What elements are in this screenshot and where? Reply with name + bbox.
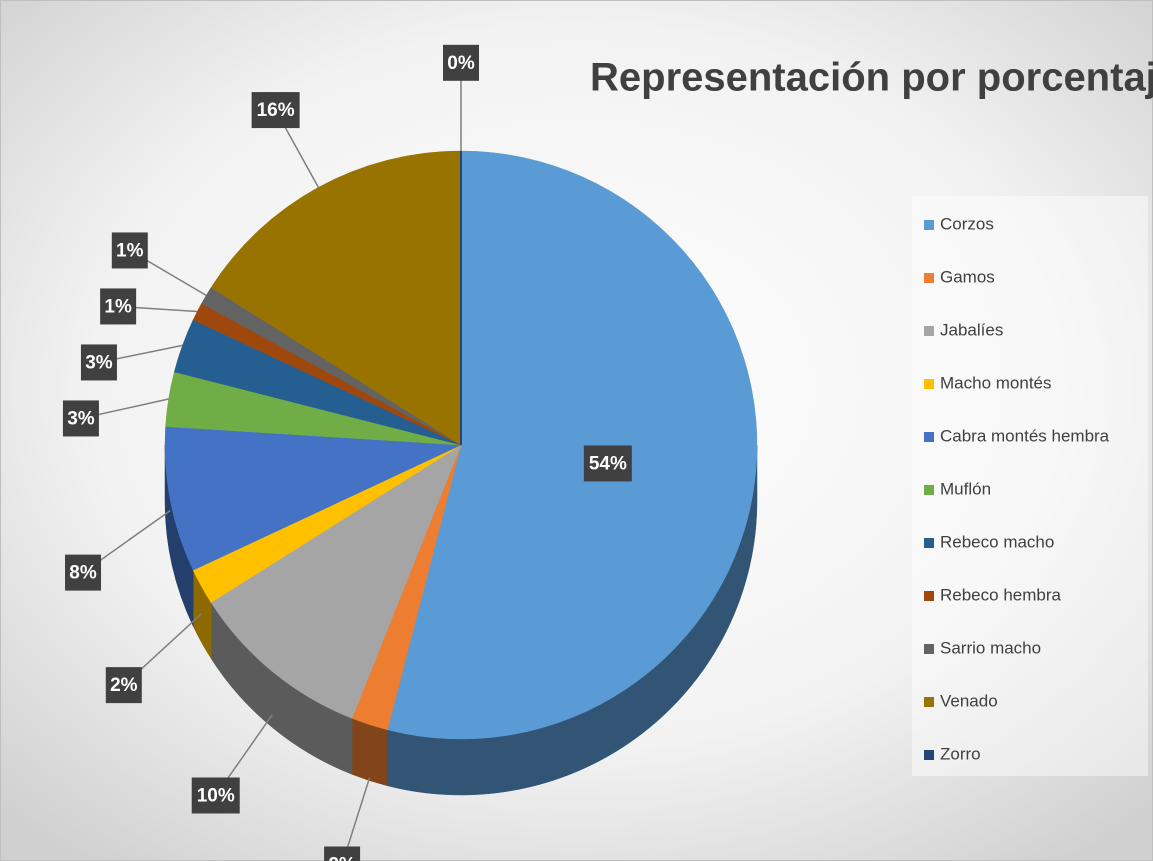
- legend-swatch: [924, 432, 934, 442]
- data-label-box: [324, 846, 361, 861]
- legend-box: [912, 196, 1148, 776]
- legend-label: Macho montés: [940, 373, 1052, 392]
- data-label-box: [191, 777, 240, 814]
- data-label-box: [251, 92, 300, 129]
- pie-slice: [210, 444, 462, 719]
- data-label-box: [65, 554, 102, 591]
- data-label-box: [111, 232, 148, 269]
- legend-swatch: [924, 591, 934, 601]
- pie-slice: [164, 426, 462, 571]
- data-label-box: [105, 667, 142, 704]
- legend-swatch: [924, 379, 934, 389]
- data-label: 16%: [257, 100, 295, 121]
- pie-slice: [210, 150, 462, 446]
- legend-label: Gamos: [940, 267, 995, 286]
- legend-swatch: [924, 538, 934, 548]
- data-label: 2%: [110, 675, 138, 696]
- data-label: 8%: [69, 563, 97, 584]
- data-label-box: [62, 400, 99, 437]
- legend-label: Rebeco hembra: [940, 585, 1062, 604]
- data-label: 2%: [328, 855, 356, 861]
- data-label: 10%: [197, 786, 235, 807]
- legend-label: Sarrio macho: [940, 638, 1041, 657]
- legend-swatch: [924, 326, 934, 336]
- legend-label: Jabalíes: [940, 320, 1003, 339]
- legend-swatch: [924, 485, 934, 495]
- data-label: 1%: [104, 296, 132, 317]
- pie-slice: [387, 150, 758, 740]
- legend-swatch: [924, 273, 934, 283]
- legend-swatch: [924, 697, 934, 707]
- legend-label: Cabra montés hembra: [940, 426, 1110, 445]
- legend-swatch: [924, 220, 934, 230]
- data-label-box: [100, 288, 137, 325]
- data-label-box: [583, 445, 632, 482]
- data-label: 3%: [67, 408, 95, 429]
- legend-label: Rebeco macho: [940, 532, 1054, 551]
- legend-label: Zorro: [940, 744, 981, 763]
- legend-swatch: [924, 644, 934, 654]
- legend-label: Corzos: [940, 214, 994, 233]
- data-label-box: [80, 344, 117, 381]
- legend-label: Muflón: [940, 479, 991, 498]
- legend-label: Venado: [940, 691, 998, 710]
- data-label: 0%: [447, 53, 475, 74]
- data-label-box: [443, 44, 479, 81]
- legend-swatch: [924, 750, 934, 760]
- data-label: 3%: [85, 352, 113, 373]
- chart-title: Representación por porcentajes: [590, 56, 1153, 100]
- data-label: 54%: [589, 453, 627, 474]
- data-label: 1%: [116, 240, 144, 261]
